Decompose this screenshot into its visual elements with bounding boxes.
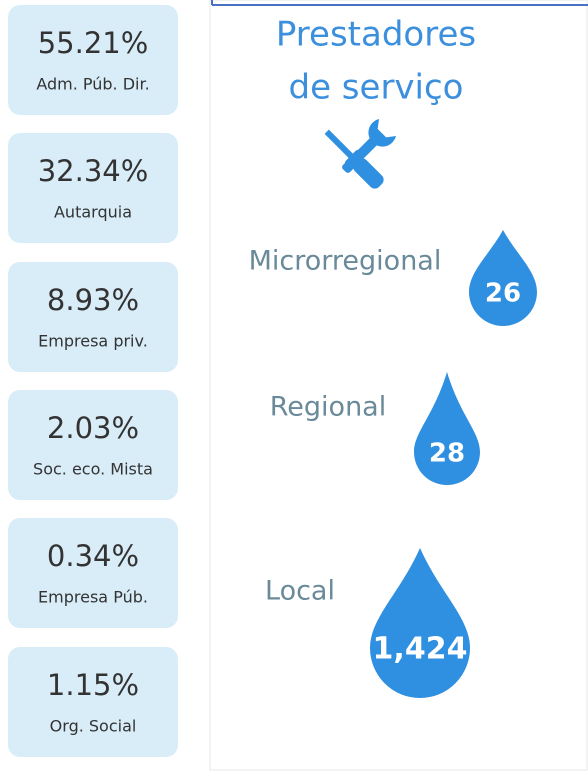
card-value: 8.93% xyxy=(47,283,139,317)
card-label: Org. Social xyxy=(50,717,137,736)
drop xyxy=(370,548,470,698)
card-label: Soc. eco. Mista xyxy=(33,460,153,479)
card-label: Empresa priv. xyxy=(38,332,148,351)
drop-value: 26 xyxy=(485,279,521,309)
card xyxy=(8,518,178,628)
drop xyxy=(414,372,480,485)
card-value: 55.21% xyxy=(38,26,149,60)
panel-title: Prestadores xyxy=(276,15,476,55)
drop-label: Regional xyxy=(270,392,386,423)
drop-label: Local xyxy=(265,576,335,607)
card xyxy=(8,262,178,372)
card xyxy=(8,5,178,115)
card-label: Adm. Púb. Dir. xyxy=(36,75,149,94)
drop-value: 1,424 xyxy=(373,632,468,667)
card-value: 32.34% xyxy=(38,154,149,188)
panel-title: de serviço xyxy=(289,68,464,108)
card-label: Empresa Púb. xyxy=(38,588,148,607)
card-value: 0.34% xyxy=(47,539,139,573)
card xyxy=(8,647,178,757)
card-label: Autarquia xyxy=(54,203,132,222)
drop-label: Microrregional xyxy=(249,246,442,277)
card xyxy=(8,133,178,243)
tools-icon xyxy=(324,118,397,189)
drop-value: 28 xyxy=(429,439,465,469)
drop xyxy=(469,230,537,326)
card-value: 1.15% xyxy=(47,668,139,702)
card xyxy=(8,390,178,500)
card-value: 2.03% xyxy=(47,411,139,445)
